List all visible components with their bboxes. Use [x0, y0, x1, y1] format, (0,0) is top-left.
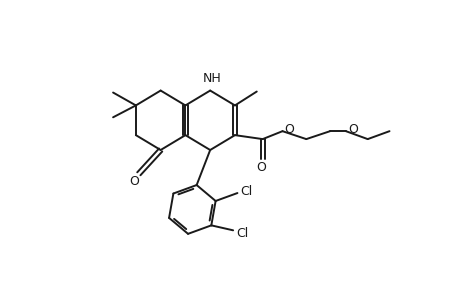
- Text: NH: NH: [202, 72, 221, 85]
- Text: O: O: [347, 123, 357, 136]
- Text: O: O: [129, 175, 139, 188]
- Text: Cl: Cl: [240, 184, 252, 198]
- Text: O: O: [284, 123, 294, 136]
- Text: O: O: [255, 161, 265, 174]
- Text: Cl: Cl: [235, 227, 247, 240]
